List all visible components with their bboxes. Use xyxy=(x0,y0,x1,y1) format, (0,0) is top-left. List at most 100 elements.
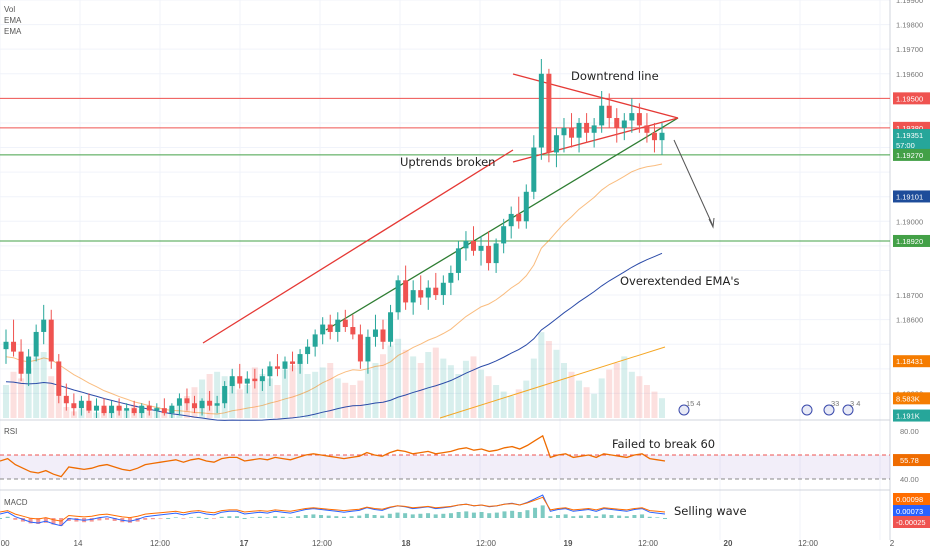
macd-histogram-bar xyxy=(571,516,576,518)
macd-histogram-bar xyxy=(448,513,453,518)
candle-body xyxy=(372,329,378,337)
candle-body xyxy=(252,378,258,382)
macd-histogram-bar xyxy=(43,518,48,523)
candle-body xyxy=(78,400,84,409)
macd-histogram-bar xyxy=(158,518,163,519)
candle-body xyxy=(101,405,107,414)
macd-histogram-bar xyxy=(494,512,499,518)
macd-histogram-bar xyxy=(334,516,339,518)
candle-body xyxy=(86,400,92,411)
price-badge-text: 1.19270 xyxy=(896,151,923,160)
candle-body xyxy=(3,341,9,350)
volume-bar xyxy=(545,341,552,418)
macd-badge-text: 0.00098 xyxy=(896,495,923,504)
legend-ema-2: EMA xyxy=(4,27,22,36)
price-axis: 1.19900 1.19800 1.19700 1.19600 1.19000 1.187… xyxy=(893,0,930,528)
candle-body xyxy=(493,243,499,264)
price-badge-text: 1.19380 xyxy=(896,124,923,133)
macd-histogram-bar xyxy=(387,513,392,518)
annotation-failed-60: Failed to break 60 xyxy=(612,437,715,451)
rsi-badge-text: 55.78 xyxy=(900,456,919,465)
candle-body xyxy=(395,280,401,313)
price-badge-text: 1.19101 xyxy=(896,192,923,201)
candle-body xyxy=(478,245,484,251)
macd-histogram-bar xyxy=(403,513,408,518)
rsi-band xyxy=(0,455,890,479)
macd-histogram-bar xyxy=(5,516,10,518)
macd-histogram-bar xyxy=(663,518,667,519)
volume-bar xyxy=(312,371,319,418)
event-marker xyxy=(823,404,835,416)
time-tick: :00 xyxy=(0,539,10,548)
rsi-tick: 80.00 xyxy=(900,427,919,436)
macd-histogram-bar xyxy=(265,517,270,518)
candle-body xyxy=(644,125,650,133)
candle-body xyxy=(222,386,228,404)
volume-bar xyxy=(380,354,387,418)
volume-bar xyxy=(63,407,70,418)
macd-histogram-bar xyxy=(227,516,232,518)
price-tick: 1.18600 xyxy=(896,316,923,325)
macd-histogram-bar xyxy=(609,515,614,518)
candle-body xyxy=(365,336,371,362)
rsi-tick: 40.00 xyxy=(900,475,919,484)
candle-body xyxy=(388,312,394,342)
volume-bar xyxy=(515,389,522,418)
macd-histogram-bar xyxy=(364,513,369,518)
horizontal-levels xyxy=(0,97,890,242)
candle-body xyxy=(621,120,627,128)
price-badge xyxy=(893,92,930,105)
candle-body xyxy=(33,331,39,357)
volume-bar xyxy=(425,352,432,418)
candle-body xyxy=(124,408,130,411)
price-badge xyxy=(893,128,930,141)
candle-body xyxy=(433,287,439,296)
volume-bar xyxy=(508,396,515,418)
price-badge-text: 57:00 xyxy=(896,141,915,150)
macd-histogram-bar xyxy=(105,518,110,520)
volume-bar xyxy=(583,387,590,418)
volume-bar xyxy=(651,391,658,418)
macd-histogram-bar xyxy=(510,510,515,518)
legend-vol: Vol xyxy=(4,5,16,14)
macd-histogram-bar xyxy=(464,511,469,518)
price-tick: 1.19900 xyxy=(896,0,923,5)
macd-histogram-bar xyxy=(578,515,583,518)
volume-bar xyxy=(636,376,643,418)
volume-ma-line xyxy=(439,346,666,419)
macd-histogram-bar xyxy=(517,512,522,518)
candle-body xyxy=(591,125,597,133)
ema-lines xyxy=(5,163,666,421)
candle-body xyxy=(569,127,575,138)
volume-bar xyxy=(455,374,462,418)
volume-bar xyxy=(251,367,258,418)
macd-badge-text: 0.00073 xyxy=(896,507,923,516)
macd-histogram-bar xyxy=(196,516,201,518)
volume-bar xyxy=(40,352,47,418)
candle-body xyxy=(553,135,559,153)
volume-bar xyxy=(500,391,507,418)
candle-body xyxy=(312,334,318,347)
candle-body xyxy=(320,324,326,335)
annotation-uptrends: Uptrends broken xyxy=(400,155,495,169)
macd-histogram-bar xyxy=(380,515,385,518)
price-badge-text: 1.19500 xyxy=(896,94,923,103)
candle-body xyxy=(659,132,665,141)
candle-body xyxy=(109,405,115,414)
macd-histogram-bar xyxy=(150,518,155,520)
candle-body xyxy=(403,280,409,303)
candle-body xyxy=(342,319,348,328)
candle-body xyxy=(335,319,341,332)
candle-body xyxy=(184,398,190,404)
macd-badge xyxy=(893,516,930,528)
candle-body xyxy=(229,376,235,387)
macd-histogram-bar xyxy=(127,518,132,523)
macd-line xyxy=(0,494,666,527)
volume-bar xyxy=(55,396,62,418)
macd-histogram-bar xyxy=(36,518,41,524)
macd-badge xyxy=(893,505,930,517)
candle-body xyxy=(26,356,32,374)
macd-histogram-bar xyxy=(617,515,622,518)
macd-histogram-bar xyxy=(288,517,293,518)
